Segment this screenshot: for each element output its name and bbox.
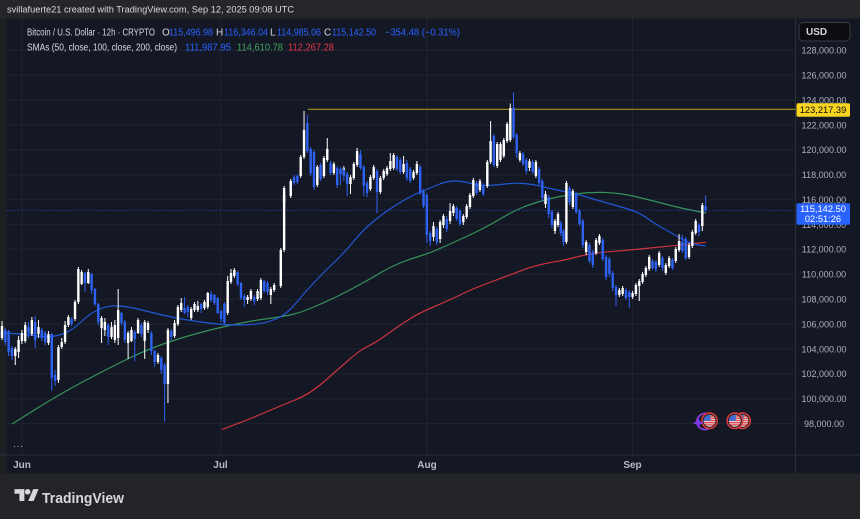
svg-text:Bitcoin / U.S. Dollar · 12h ·: Bitcoin / U.S. Dollar · 12h · CRYPTO bbox=[27, 27, 155, 38]
svg-text:104,000.00: 104,000.00 bbox=[801, 344, 846, 354]
svg-text:H: H bbox=[216, 27, 223, 38]
svg-text:120,000.00: 120,000.00 bbox=[801, 145, 846, 155]
svg-text:100,000.00: 100,000.00 bbox=[801, 394, 846, 404]
svg-text:USD: USD bbox=[806, 27, 827, 38]
svg-text:114,000.00: 114,000.00 bbox=[802, 220, 846, 230]
svg-text:Jul: Jul bbox=[213, 460, 228, 471]
svg-text:123,217.39: 123,217.39 bbox=[800, 105, 847, 115]
svg-text:L: L bbox=[270, 27, 276, 38]
svg-text:112,267.28: 112,267.28 bbox=[288, 43, 334, 54]
svg-text:118,000.00: 118,000.00 bbox=[802, 170, 846, 180]
svg-text:122,000.00: 122,000.00 bbox=[801, 120, 846, 130]
svg-text:−354.48 (−0.31%): −354.48 (−0.31%) bbox=[385, 27, 460, 38]
svg-text:svillafuerte21 created with Tr: svillafuerte21 created with TradingView.… bbox=[7, 5, 294, 16]
svg-text:Sep: Sep bbox=[623, 460, 641, 471]
svg-text:115,142.50: 115,142.50 bbox=[332, 27, 376, 38]
svg-text:SMAs (50, close, 100, close, 2: SMAs (50, close, 100, close, 200, close) bbox=[27, 43, 177, 54]
svg-text:102,000.00: 102,000.00 bbox=[801, 369, 846, 379]
svg-text:Jun: Jun bbox=[13, 460, 31, 471]
svg-text:115,142.50: 115,142.50 bbox=[800, 204, 846, 214]
svg-text:108,000.00: 108,000.00 bbox=[801, 295, 846, 305]
svg-text:TradingView: TradingView bbox=[42, 490, 124, 507]
svg-text:98,000.00: 98,000.00 bbox=[804, 419, 844, 429]
svg-text:116,000.00: 116,000.00 bbox=[802, 195, 846, 205]
svg-text:110,000.00: 110,000.00 bbox=[802, 270, 846, 280]
svg-text:...: ... bbox=[13, 439, 24, 450]
svg-text:124,000.00: 124,000.00 bbox=[801, 96, 846, 106]
svg-text:Aug: Aug bbox=[417, 460, 436, 471]
svg-text:106,000.00: 106,000.00 bbox=[801, 319, 846, 329]
svg-text:114,610.78: 114,610.78 bbox=[237, 43, 283, 54]
svg-text:128,000.00: 128,000.00 bbox=[801, 46, 846, 56]
svg-text:115,496.98: 115,496.98 bbox=[169, 27, 213, 38]
svg-text:112,000.00: 112,000.00 bbox=[802, 245, 846, 255]
svg-text:111,987.95: 111,987.95 bbox=[185, 43, 231, 54]
svg-text:126,000.00: 126,000.00 bbox=[801, 71, 846, 81]
svg-text:O: O bbox=[162, 27, 170, 38]
svg-text:02:51:26: 02:51:26 bbox=[805, 214, 841, 224]
svg-text:116,346.04: 116,346.04 bbox=[224, 27, 268, 38]
svg-text:114,985.06: 114,985.06 bbox=[277, 27, 321, 38]
svg-text:C: C bbox=[324, 27, 331, 38]
